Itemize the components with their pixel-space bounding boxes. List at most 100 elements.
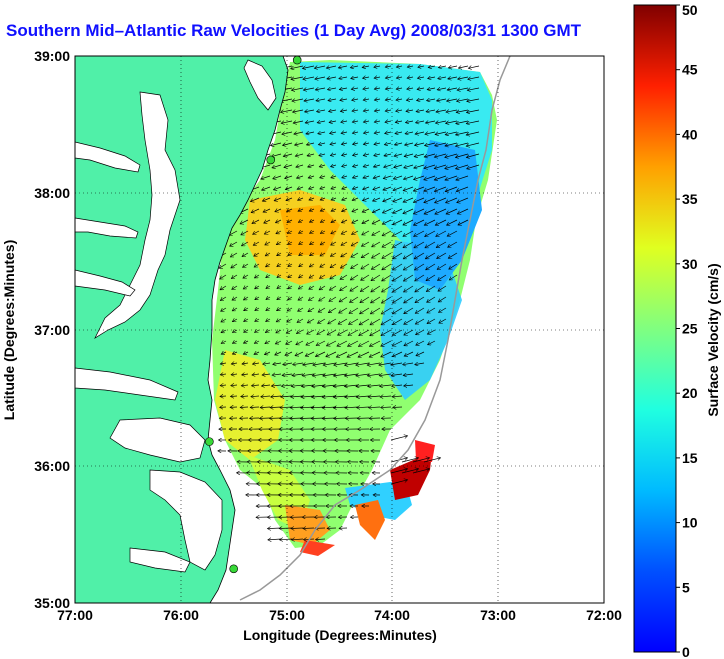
velocity-arrow — [356, 385, 370, 386]
velocity-arrow — [466, 153, 480, 158]
velocity-arrow — [435, 131, 447, 135]
station-marker — [292, 56, 302, 65]
velocity-arrow — [352, 209, 359, 212]
velocity-arrow — [392, 396, 403, 397]
velocity-arrow — [418, 66, 425, 67]
velocity-arrow — [438, 296, 447, 303]
velocity-arrow — [288, 242, 293, 245]
velocity-arrow — [307, 318, 315, 323]
velocity-arrow — [316, 99, 326, 101]
velocity-arrow — [413, 197, 425, 202]
velocity-arrow — [403, 186, 414, 191]
velocity-arrow — [305, 121, 315, 123]
velocity-arrow — [406, 99, 414, 100]
velocity-arrow — [309, 286, 315, 290]
velocity-arrow — [331, 165, 337, 167]
velocity-arrow — [395, 132, 403, 134]
velocity-arrow — [347, 351, 359, 357]
velocity-arrow — [220, 374, 227, 375]
velocity-arrow — [327, 77, 337, 79]
velocity-arrow — [221, 319, 227, 322]
velocity-arrow — [363, 165, 370, 167]
velocity-arrow — [271, 385, 282, 386]
velocity-arrow — [447, 230, 458, 236]
velocity-arrow — [357, 407, 370, 408]
velocity-arrow — [434, 186, 447, 191]
velocity-arrow — [403, 363, 414, 365]
velocity-arrow — [310, 231, 315, 233]
velocity-arrow — [352, 198, 359, 200]
velocity-arrow — [361, 274, 370, 281]
velocity-arrow — [368, 396, 381, 397]
velocity-arrow — [221, 352, 227, 354]
velocity-arrow — [350, 274, 359, 281]
velocity-arrow — [286, 340, 293, 344]
velocity-arrow — [341, 132, 348, 133]
velocity-arrow — [232, 330, 238, 333]
velocity-arrow — [308, 165, 315, 167]
velocity-arrow — [317, 110, 326, 112]
velocity-arrow — [330, 154, 337, 156]
velocity-arrow — [446, 110, 458, 112]
colorbar-label: Surface Velocity (cm/s) — [705, 263, 721, 416]
velocity-arrow — [266, 275, 271, 278]
velocity-arrow — [266, 264, 271, 268]
velocity-arrow — [436, 230, 447, 237]
velocity-arrow — [448, 241, 458, 247]
velocity-arrow — [425, 142, 436, 146]
velocity-arrow — [288, 275, 293, 278]
velocity-arrow — [309, 209, 315, 211]
velocity-arrow — [244, 308, 249, 311]
velocity-arrow — [424, 186, 436, 191]
velocity-arrow — [251, 208, 260, 213]
velocity-arrow — [293, 110, 304, 112]
velocity-arrow — [414, 252, 425, 260]
velocity-arrow — [466, 109, 480, 113]
velocity-arrow — [382, 208, 392, 213]
velocity-arrow — [381, 407, 392, 408]
velocity-arrow — [317, 329, 326, 335]
velocity-arrow — [393, 197, 403, 202]
velocity-arrow — [291, 539, 304, 540]
velocity-arrow — [297, 187, 304, 189]
velocity-arrow — [447, 99, 458, 101]
velocity-arrow — [384, 165, 392, 167]
velocity-arrow — [337, 340, 348, 346]
colorbar-tick-label: 20 — [682, 385, 698, 401]
velocity-arrow — [393, 208, 403, 213]
velocity-arrow — [438, 274, 447, 281]
velocity-arrow — [288, 253, 293, 256]
velocity-arrow — [330, 252, 337, 257]
velocity-arrow — [255, 297, 260, 300]
velocity-arrow — [242, 252, 249, 257]
velocity-arrow — [426, 285, 436, 292]
velocity-arrow — [329, 110, 337, 112]
velocity-arrow — [288, 286, 293, 289]
velocity-arrow — [302, 65, 315, 69]
velocity-arrow — [413, 208, 425, 214]
velocity-arrow — [281, 121, 293, 123]
velocity-arrow — [220, 363, 227, 364]
velocity-arrow — [435, 208, 447, 214]
station-marker — [266, 155, 276, 165]
velocity-arrow — [416, 121, 425, 123]
velocity-arrow — [334, 418, 348, 419]
velocity-arrow — [352, 132, 359, 133]
y-tick-label: 37:00 — [34, 322, 70, 338]
velocity-arrow — [232, 308, 238, 312]
velocity-arrow — [255, 319, 260, 322]
velocity-arrow — [262, 186, 271, 190]
colorbar-tick-label: 50 — [682, 2, 698, 18]
velocity-arrow — [382, 241, 392, 247]
shelf-contour — [239, 56, 511, 601]
x-tick-label: 75:00 — [269, 607, 305, 623]
velocity-arrow — [467, 164, 480, 169]
velocity-arrow — [316, 340, 326, 346]
velocity-arrow — [437, 99, 447, 101]
velocity-arrow — [283, 363, 293, 365]
velocity-arrow — [266, 286, 271, 289]
velocity-arrow — [392, 252, 403, 260]
velocity-arrow — [414, 175, 425, 180]
velocity-arrow — [426, 263, 436, 271]
velocity-arrow — [330, 274, 337, 280]
